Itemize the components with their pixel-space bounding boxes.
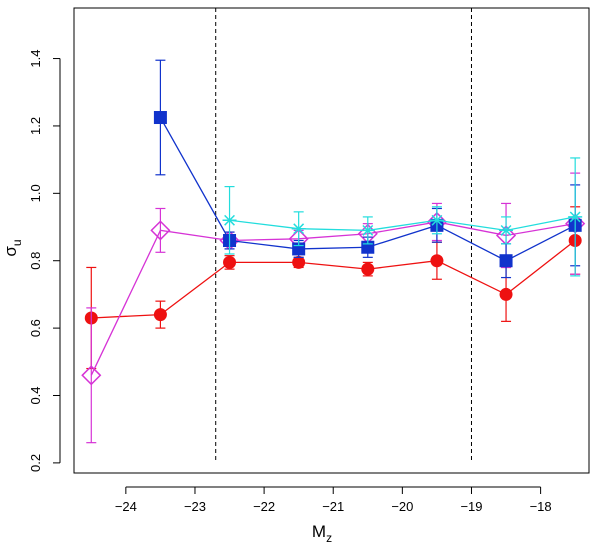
series-line <box>229 216 576 232</box>
data-point <box>568 211 583 223</box>
x-axis-label: Mz <box>312 522 332 543</box>
series-blue-squares <box>153 59 582 279</box>
y-tick-label: 0.8 <box>28 252 43 270</box>
data-point <box>153 308 167 322</box>
data-point <box>222 214 237 226</box>
x-tick-label: −22 <box>253 499 275 514</box>
data-point <box>429 214 444 226</box>
data-point <box>291 223 306 235</box>
x-tick-label: −24 <box>115 499 137 514</box>
y-tick-label: 0.2 <box>28 454 43 472</box>
x-axis-label-sub: z <box>326 531 332 543</box>
data-point <box>360 224 375 236</box>
series-cyan-crosses <box>222 157 583 277</box>
data-point <box>499 224 514 236</box>
x-axis: −24 −23 −22 −21 −20 −19 −18 <box>115 486 552 514</box>
x-tick-label: −21 <box>322 499 344 514</box>
series-magenta-diamonds <box>81 172 586 444</box>
y-axis-label: σu <box>1 239 24 256</box>
y-axis-label-sub: u <box>10 239 24 246</box>
y-tick-label: 0.4 <box>28 386 43 404</box>
vertical-reference-lines <box>215 8 472 463</box>
y-axis: 0.2 0.4 0.6 0.8 1.0 1.2 1.4 <box>28 50 61 472</box>
x-tick-label: −20 <box>391 499 413 514</box>
data-point <box>292 255 306 269</box>
series-line <box>90 221 576 376</box>
plot-frame <box>73 7 590 474</box>
data-point <box>223 255 237 269</box>
data-point <box>430 254 444 268</box>
data-point <box>361 262 375 276</box>
y-tick-label: 1.4 <box>28 50 43 68</box>
data-point <box>499 254 513 268</box>
y-axis-label-main: σ <box>1 246 20 257</box>
y-tick-label: 1.2 <box>28 117 43 135</box>
data-point <box>81 365 102 386</box>
series-layer <box>81 59 586 444</box>
data-point <box>153 111 167 125</box>
series-line <box>91 239 576 319</box>
x-tick-label: −18 <box>530 499 552 514</box>
data-point <box>150 220 171 241</box>
data-point <box>499 287 513 301</box>
x-tick-label: −19 <box>460 499 482 514</box>
x-axis-label-main: M <box>312 522 326 541</box>
x-tick-label: −23 <box>184 499 206 514</box>
series-red-circles <box>84 206 582 370</box>
y-tick-label: 1.0 <box>28 184 43 202</box>
y-tick-label: 0.6 <box>28 319 43 337</box>
